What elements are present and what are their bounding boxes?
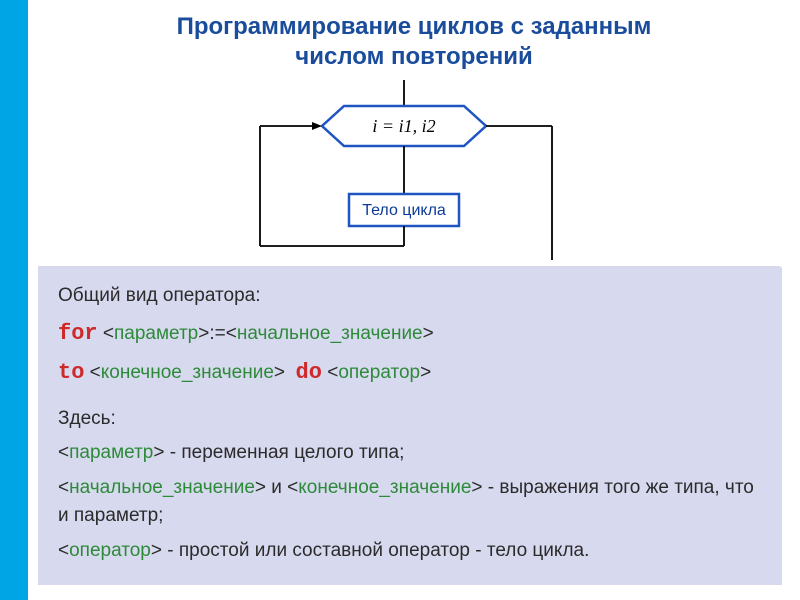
op-word-2: оператор xyxy=(69,540,151,561)
syntax-line-2: to <конечное_значение> do <оператор> xyxy=(58,356,762,389)
page-title: Программирование циклов с заданным число… xyxy=(28,0,800,80)
info-panel: Общий вид оператора: for <параметр>:=<на… xyxy=(38,266,782,585)
desc-param-line: <параметр> - переменная целого типа; xyxy=(58,439,762,468)
sidebar-accent xyxy=(0,0,28,600)
title-line-1: Программирование циклов с заданным xyxy=(177,13,652,40)
param-word-2: параметр xyxy=(69,442,153,463)
body-text: Тело цикла xyxy=(362,202,446,219)
param-word: параметр xyxy=(114,323,198,344)
desc-values-line: <начальное_значение> и <конечное_значени… xyxy=(58,474,762,531)
desc-op-line: <оператор> - простой или составной опера… xyxy=(58,537,762,566)
kw-do: do xyxy=(296,360,322,385)
title-line-2: числом повторений xyxy=(295,43,532,70)
kw-to: to xyxy=(58,360,84,385)
op-word: оператор xyxy=(338,362,420,383)
start-word: начальное_значение xyxy=(237,323,423,344)
arrow-into-hex xyxy=(312,122,322,130)
content-area: Программирование циклов с заданным число… xyxy=(28,0,800,600)
syntax-line-1: for <параметр>:=<начальное_значение> xyxy=(58,317,762,350)
desc-and: и xyxy=(266,477,287,498)
flowchart-diagram: i = i1, i2 Тело цикла xyxy=(28,80,800,260)
here-label: Здесь: xyxy=(58,405,762,434)
desc-op-text: - простой или составной оператор - тело … xyxy=(162,540,589,561)
end-word-2: конечное_значение xyxy=(298,477,471,498)
info-heading: Общий вид оператора: xyxy=(58,282,762,311)
end-word: конечное_значение xyxy=(101,362,274,383)
hexagon-text: i = i1, i2 xyxy=(372,116,435,136)
start-word-2: начальное_значение xyxy=(69,477,255,498)
kw-for: for xyxy=(58,321,98,346)
flowchart-svg: i = i1, i2 Тело цикла xyxy=(224,80,604,260)
desc-param-text: - переменная целого типа; xyxy=(164,442,404,463)
assign-op: := xyxy=(209,323,225,344)
spacer xyxy=(58,395,762,405)
